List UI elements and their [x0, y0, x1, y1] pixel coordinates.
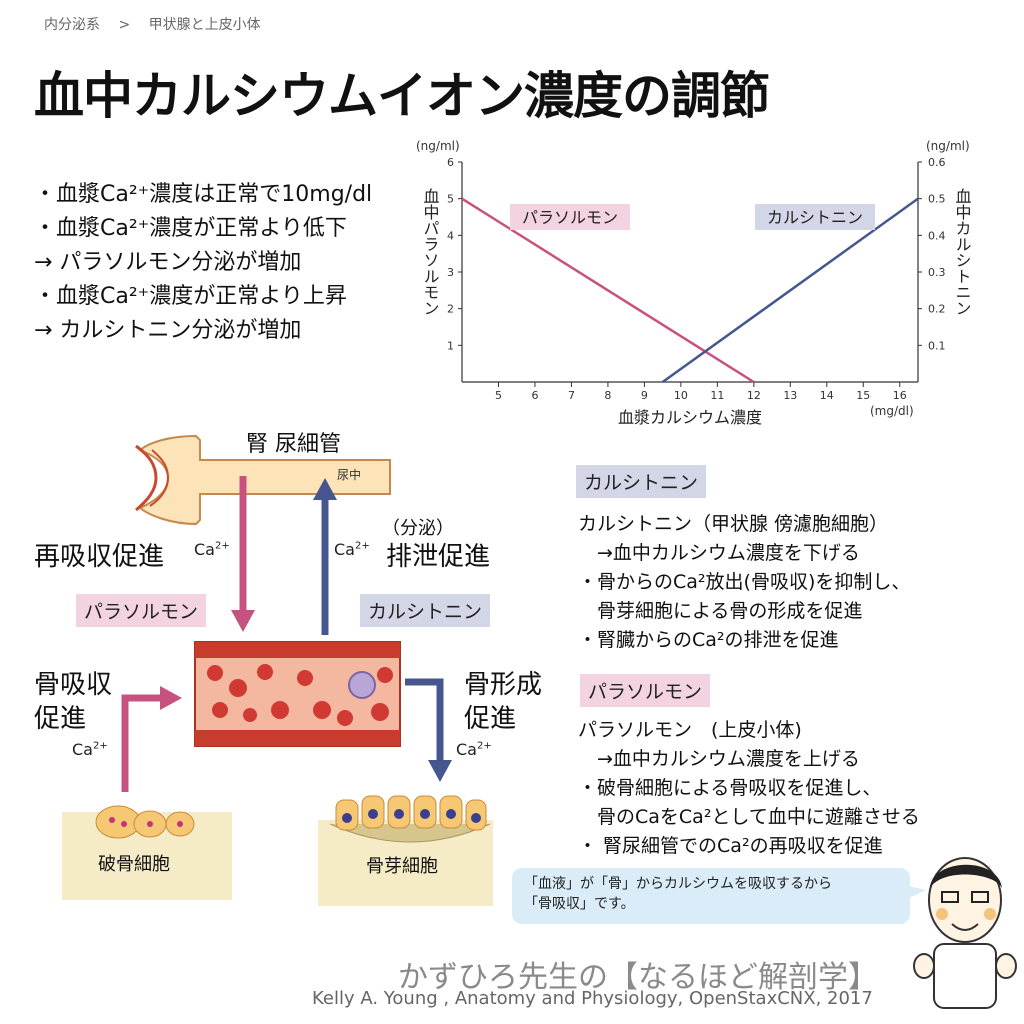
x-unit: (mg/dl) [870, 404, 914, 418]
ct-line2: →血中カルシウム濃度を下げる [578, 542, 860, 564]
x-tick-label: 13 [783, 389, 797, 402]
reabsorb-arrowhead [231, 610, 255, 632]
osteoblast-label: 骨芽細胞 [366, 856, 438, 877]
pth-line3: ・破骨細胞による骨吸収を促進し、 [578, 777, 882, 799]
ca-resorb: Ca2+ [72, 740, 108, 759]
pth-line4: 骨のCaをCa²として血中に遊離させる [578, 806, 920, 828]
reabsorb-label: 再吸収促進 [34, 542, 165, 572]
pth-panel: パラソルモン (上皮小体) →血中カルシウム濃度を上げる ・破骨細胞による骨吸収… [578, 716, 920, 861]
osteoclast-illustration [62, 805, 232, 900]
source-credit: Kelly A. Young , Anatomy and Physiology,… [312, 988, 873, 1009]
form-arrow [405, 678, 444, 765]
bullet-high-level: ・血漿Ca²⁺濃度が正常より上昇 [34, 284, 347, 309]
ct-line5: ・腎臓からのCa²の排泄を促進 [578, 629, 839, 651]
bone-form-label-2: 促進 [464, 704, 517, 734]
hormone-chart: 5 6 7 8 9 10 11 12 13 14 15 161234560.10.20.30.40.5… [416, 139, 972, 427]
x-tick-label: 16 [893, 389, 907, 402]
y-left-tick-label: 1 [447, 339, 454, 352]
speech-bubble: 「血液」が「骨」からカルシウムを吸収するから 「骨吸収」です。 [512, 868, 910, 924]
x-tick-label: 8 [604, 389, 611, 402]
y-right-tick-label: 0.4 [928, 229, 946, 242]
pth-line2: →血中カルシウム濃度を上げる [578, 748, 860, 770]
y-left-tick-label: 4 [447, 229, 454, 242]
y-right-tick-label: 0.6 [928, 156, 946, 169]
x-tick-label: 9 [641, 389, 648, 402]
y-left-tick-label: 2 [447, 303, 454, 316]
calcitonin-panel: カルシトニン（甲状腺 傍濾胞細胞） →血中カルシウム濃度を下げる ・骨からのCa… [578, 510, 910, 655]
legend-ct-bg [755, 204, 875, 230]
legend-pth-bg [510, 204, 630, 230]
pth-line5: ・ 腎尿細管でのCa²の再吸収を促進 [578, 835, 883, 857]
form-arrowhead [428, 760, 452, 782]
y-right-label: 血中カルシトニン [953, 188, 972, 316]
y-right-unit: (ng/ml) [926, 139, 970, 153]
osteoblast-illustration [318, 795, 493, 906]
page-title: 血中カルシウムイオン濃度の調節 [34, 67, 770, 125]
bubble-line1: 「血液」が「骨」からカルシウムを吸収するから [524, 876, 832, 892]
resorb-arrowhead [160, 686, 182, 710]
x-tick-label: 15 [856, 389, 870, 402]
calcitonin-heading: カルシトニン [576, 465, 707, 498]
kidney-label: 腎 尿細管 [246, 432, 341, 457]
diagram-pth-tag: パラソルモン [76, 594, 207, 627]
bullet-low-level: ・血漿Ca²⁺濃度が正常より低下 [34, 216, 347, 241]
y-right-tick-label: 0.5 [928, 193, 946, 206]
chart-ticks: 5 6 7 8 9 10 11 12 13 14 15 161234560.10.20.30.40.5… [447, 156, 946, 402]
x-tick-label: 12 [747, 389, 761, 402]
resorb-arrow [121, 694, 165, 792]
ct-line4: 骨芽細胞による骨の形成を促進 [578, 600, 863, 622]
calcium-diagram [62, 434, 493, 906]
x-tick-label: 10 [674, 389, 688, 402]
bullet-low-result: → パラソルモン分泌が増加 [34, 250, 302, 275]
pth-line1: パラソルモン (上皮小体) [578, 719, 802, 741]
excrete-arrowhead [313, 478, 337, 500]
urine-label: 尿中 [337, 468, 362, 482]
x-tick-label: 11 [710, 389, 724, 402]
x-tick-label: 14 [820, 389, 834, 402]
y-left-tick-label: 5 [447, 193, 454, 206]
secrete-label: （分泌） [382, 518, 454, 539]
blood-vessel-illustration [194, 641, 401, 747]
breadcrumb-topic[interactable]: 甲状腺と上皮小体 [148, 17, 261, 33]
bone-resorb-label-2: 促進 [34, 704, 87, 734]
bone-form-label-1: 骨形成 [464, 670, 543, 700]
ct-line1: カルシトニン（甲状腺 傍濾胞細胞） [578, 513, 889, 535]
ca-form: Ca2+ [456, 740, 492, 759]
x-tick-label: 5 [495, 389, 502, 402]
breadcrumb-separator: > [118, 17, 131, 33]
ca-excrete: Ca2+ [334, 540, 370, 559]
y-left-label: 血中パラソルモン [421, 188, 440, 316]
kidney-tubule-illustration [135, 434, 391, 526]
legend-pth: パラソルモン [522, 208, 618, 227]
y-right-tick-label: 0.2 [928, 303, 946, 316]
bubble-line2: 「骨吸収」です。 [524, 896, 635, 912]
x-axis-label: 血漿カルシウム濃度 [618, 408, 762, 427]
y-right-tick-label: 0.1 [928, 339, 946, 352]
x-tick-label: 6 [531, 389, 538, 402]
brand-credit: かずひろ先生の【なるほど解剖学】 [398, 960, 878, 995]
bullet-high-result: → カルシトニン分泌が増加 [34, 318, 302, 343]
series-line-calcitonin [661, 197, 919, 384]
bullet-normal-level: ・血漿Ca²⁺濃度は正常で10mg/dl [34, 182, 373, 207]
y-right-tick-label: 0.3 [928, 266, 946, 279]
pth-heading: パラソルモン [580, 674, 711, 707]
ct-line3: ・骨からのCa²放出(骨吸収)を抑制し、 [578, 571, 911, 593]
ca-reabsorb: Ca2+ [194, 540, 230, 559]
teacher-avatar [913, 857, 1017, 1009]
breadcrumb: 内分泌系 > 甲状腺と上皮小体 [44, 14, 261, 34]
bubble-tail [900, 884, 926, 902]
summary-bullets: ・血漿Ca²⁺濃度は正常で10mg/dl ・血漿Ca²⁺濃度が正常より低下 → … [34, 178, 372, 348]
x-tick-label: 7 [568, 389, 575, 402]
y-left-tick-label: 6 [447, 156, 454, 169]
osteoclast-label: 破骨細胞 [98, 854, 170, 875]
diagram-ct-tag: カルシトニン [360, 594, 491, 627]
legend-ct: カルシトニン [767, 208, 863, 227]
excrete-label: 排泄促進 [386, 542, 491, 572]
y-left-tick-label: 3 [447, 266, 454, 279]
bone-resorb-label-1: 骨吸収 [34, 670, 113, 700]
breadcrumb-section[interactable]: 内分泌系 [44, 17, 100, 33]
y-left-unit: (ng/ml) [416, 139, 460, 153]
